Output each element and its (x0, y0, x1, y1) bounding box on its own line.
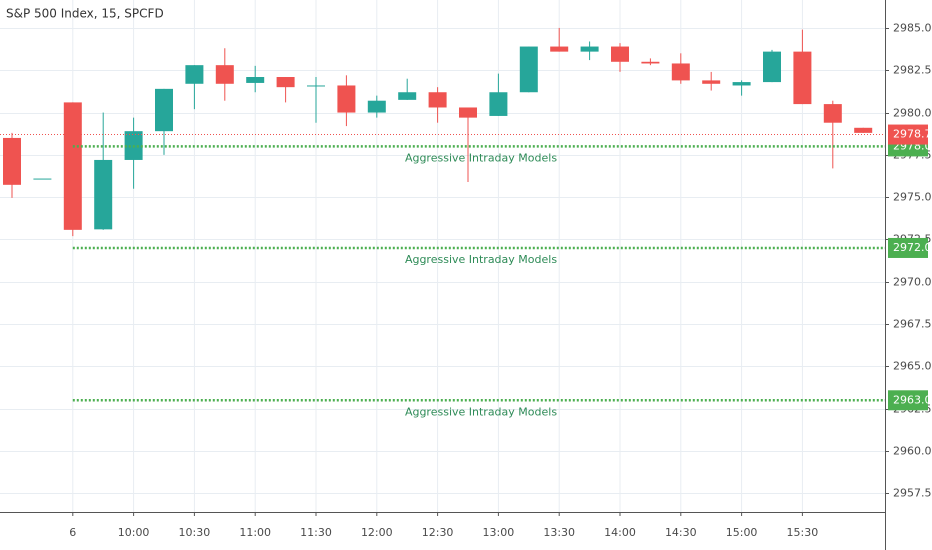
x-tick-label: 14:30 (665, 526, 697, 539)
price-label-box (888, 124, 928, 145)
x-tick-label: 14:00 (604, 526, 636, 539)
candle-body (428, 92, 447, 108)
candle-body (185, 65, 204, 84)
x-tick-label: 12:00 (361, 526, 393, 539)
candle-body (823, 104, 842, 123)
candle-body (3, 137, 21, 185)
x-tick-label: 11:30 (300, 526, 332, 539)
candle-body (550, 46, 569, 52)
candle-body (641, 61, 660, 64)
candle-body (398, 92, 417, 100)
candle-body (732, 82, 751, 86)
marks: Aggressive Intraday Models Aggressive Int… (0, 27, 885, 418)
price-label: 2963.0 (893, 393, 932, 406)
candle-body (793, 51, 812, 105)
y-tick-label: 2982.5 (893, 64, 932, 77)
candle-body (489, 92, 508, 116)
y-tick-label: 2970.0 (893, 276, 932, 289)
candle-body (854, 127, 873, 133)
candle-body (763, 51, 781, 83)
candle-body (155, 88, 173, 132)
y-tick-label: 2957.5 (893, 487, 932, 500)
x-tick-label: 11:00 (239, 526, 271, 539)
x-tick-label: 10:00 (118, 526, 150, 539)
candle-body (519, 46, 538, 93)
x-tick-label: 15:00 (726, 526, 758, 539)
candle-body (276, 77, 295, 88)
axes: 2957.52960.02962.52965.02967.52970.02972… (69, 22, 931, 540)
level-name: Aggressive Intraday Models (405, 405, 557, 418)
candle-body (307, 85, 325, 87)
price-label-box (888, 237, 928, 258)
candle-body (611, 46, 629, 62)
level-name: Aggressive Intraday Models (405, 151, 557, 164)
x-tick-label: 10:30 (179, 526, 211, 539)
y-tick-label: 2965.0 (893, 360, 932, 373)
x-tick-label: 6 (69, 526, 76, 539)
candle-body (671, 63, 690, 81)
x-tick-label: 13:30 (543, 526, 575, 539)
y-tick-label: 2960.0 (893, 445, 932, 458)
level-name: Aggressive Intraday Models (405, 253, 557, 266)
candle-body (94, 159, 113, 230)
candle-body (367, 100, 386, 113)
candle-body (63, 102, 82, 230)
x-tick-label: 15:30 (787, 526, 819, 539)
y-tick-label: 2980.0 (893, 107, 932, 120)
x-tick-label: 13:00 (483, 526, 515, 539)
candle-body (246, 77, 265, 83)
candle-body (337, 85, 356, 113)
price-label-box (888, 390, 928, 411)
y-tick-label: 2967.5 (893, 318, 932, 331)
y-tick-label: 2985.0 (893, 22, 932, 35)
candle-body (580, 46, 599, 52)
candle-body (459, 107, 477, 118)
candle-body (33, 178, 52, 180)
price-label: 2972.0 (893, 241, 932, 254)
chart-title: S&P 500 Index, 15, SPCFD (6, 7, 164, 21)
x-tick-label: 12:30 (422, 526, 454, 539)
grid (0, 0, 885, 512)
candle-body (702, 80, 721, 84)
price-label: 2978.7 (893, 128, 932, 141)
candle-body (215, 65, 234, 84)
y-tick-label: 2975.0 (893, 191, 932, 204)
